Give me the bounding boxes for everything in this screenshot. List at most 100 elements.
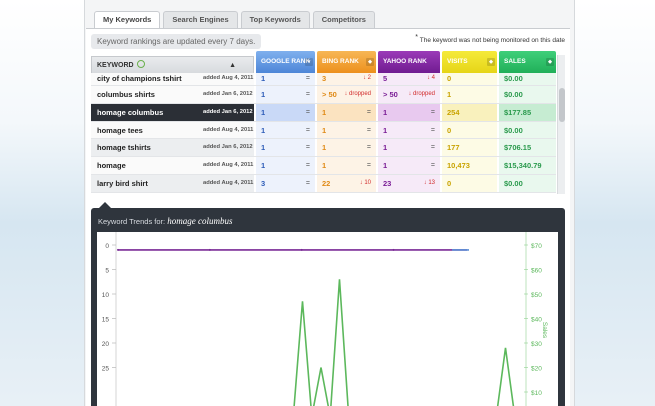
- refresh-icon: [136, 60, 145, 68]
- bing-rank-value: 1: [322, 125, 327, 135]
- bing-rank-value: 1: [322, 161, 327, 171]
- tab-top-keywords[interactable]: Top Keywords: [240, 11, 310, 28]
- table-row[interactable]: city of champions tshirt added Aug 4, 201…: [91, 73, 556, 86]
- keyword-cell: homage tshirts added Jan 6, 2012: [91, 139, 254, 157]
- tab-search-engines[interactable]: Search Engines: [163, 11, 238, 28]
- google-rank-cell: 3 =: [256, 174, 315, 192]
- yahoo-rank-cell: 1 =: [378, 139, 440, 157]
- bing-rank-change: =: [366, 162, 371, 170]
- table-header: KEYWORD ▲ GOOGLE RANK ▾ BING RANK ◆ YAHOO …: [91, 51, 565, 75]
- keyword-cell: columbus shirts added Jan 6, 2012: [91, 86, 254, 103]
- keyword-cell: homage added Aug 4, 2011: [91, 157, 254, 174]
- bing-rank-change: ↓ 2: [362, 75, 371, 81]
- trend-chart: 0 5 10 15 20 25 $70 $60 $50 $40 $30 $20 $10 Sales: [97, 232, 558, 406]
- added-date: added Aug 4, 2011: [203, 75, 254, 81]
- visits-header[interactable]: VISITS ◆: [442, 51, 497, 74]
- table-row[interactable]: homage added Aug 4, 2011 1 = 1 = 1 = 10,473 …: [91, 157, 556, 175]
- yahoo-rank-value: > 50: [383, 90, 398, 99]
- rank-point: [392, 248, 395, 251]
- google-rank-value: 1: [261, 161, 266, 171]
- yahoo-rank-value: 5: [383, 74, 388, 83]
- rank-tick-label: 10: [102, 292, 110, 299]
- yahoo-rank-change: =: [430, 162, 435, 170]
- yahoo-rank-value: 1: [383, 161, 388, 171]
- keyword-cell: homage tees added Aug 4, 2011: [91, 121, 254, 139]
- yahoo-rank-cell: 5 ↓ 4: [378, 73, 440, 85]
- visits-cell: 1: [442, 86, 497, 103]
- tab-my-keywords[interactable]: My Keywords: [94, 11, 161, 30]
- bing-rank-value: 1: [322, 107, 327, 117]
- footnote-text: The keyword was not being monitored on t…: [419, 37, 565, 45]
- bing-rank-cell: 1 =: [317, 157, 376, 174]
- scrollbar-thumb[interactable]: [559, 88, 565, 122]
- tab-bar: My Keywords Search Engines Top Keywords …: [94, 11, 375, 30]
- bing-rank-header[interactable]: BING RANK ◆: [317, 51, 376, 74]
- sales-tick-label: $30: [531, 341, 542, 348]
- yahoo-rank-cell: 1 =: [378, 157, 440, 174]
- yahoo-rank-change: =: [430, 144, 435, 152]
- tab-competitors[interactable]: Competitors: [312, 11, 375, 28]
- google-rank-value: 3: [261, 178, 266, 188]
- yahoo-rank-change: ↓ 13: [423, 179, 435, 186]
- bing-rank-value: 22: [322, 178, 331, 188]
- google-rank-value: 1: [261, 107, 266, 117]
- added-date: added Aug 4, 2011: [203, 126, 254, 133]
- chart-panel-pointer: [99, 202, 111, 208]
- added-date: added Jan 6, 2012: [203, 91, 253, 97]
- yahoo-rank-change: ↓ 4: [426, 75, 435, 81]
- yahoo-rank-change: =: [430, 126, 435, 134]
- table-row-selected[interactable]: homage columbus added Jan 6, 2012 1 = 1 = 1…: [91, 103, 556, 122]
- rank-tick-label: 0: [105, 243, 109, 250]
- visits-cell: 254: [442, 103, 497, 121]
- added-date: added Jan 6, 2012: [203, 144, 253, 151]
- google-rank-value: 1: [261, 74, 266, 83]
- google-rank-cell: 1 =: [256, 73, 315, 85]
- sort-toggle-icon[interactable]: ◆: [487, 58, 495, 66]
- table-row[interactable]: larry bird shirt added Aug 4, 2011 3 = 22 ↓…: [91, 174, 556, 193]
- google-rank-change: =: [305, 179, 310, 187]
- sales-header[interactable]: SALES ◆: [499, 51, 556, 74]
- sort-ascending-icon[interactable]: ▲: [229, 62, 236, 69]
- yahoo-rank-value: 1: [383, 143, 388, 153]
- sort-toggle-icon[interactable]: ◆: [366, 58, 374, 66]
- google-rank-header[interactable]: GOOGLE RANK ▾: [256, 51, 315, 74]
- yahoo-rank-cell: 1 =: [378, 121, 440, 139]
- table-scrollbar[interactable]: [557, 55, 565, 194]
- bing-rank-header-label: BING RANK: [322, 58, 359, 65]
- visits-cell: 0: [442, 174, 497, 192]
- sales-header-label: SALES: [504, 58, 526, 65]
- table-row[interactable]: homage tees added Aug 4, 2011 1 = 1 = 1 = 0 …: [91, 121, 556, 140]
- keyword-cell: homage columbus added Jan 6, 2012: [91, 103, 254, 121]
- rank-point: [117, 248, 119, 251]
- sales-cell: $0.00: [499, 86, 556, 103]
- yahoo-rank-header[interactable]: YAHOO RANK: [378, 51, 440, 74]
- footnote-mark: *: [415, 34, 419, 41]
- table-row[interactable]: columbus shirts added Jan 6, 2012 1 = > 50…: [91, 86, 556, 104]
- visits-cell: 177: [442, 139, 497, 157]
- visits-cell: 0: [442, 121, 497, 139]
- yahoo-rank-value: 23: [383, 178, 392, 188]
- rank-tick-label: 20: [102, 341, 110, 348]
- update-notice: Keyword rankings are updated every 7 day…: [91, 34, 262, 49]
- bing-rank-change: =: [366, 144, 371, 152]
- sales-tick-label: $70: [531, 243, 542, 250]
- rank-tick-label: 5: [105, 268, 109, 275]
- keyword-text: homage tshirts: [97, 143, 151, 153]
- bing-rank-value: 1: [322, 143, 327, 153]
- keyword-text: city of champions tshirt: [97, 74, 182, 83]
- keyword-text: homage columbus: [97, 107, 164, 117]
- added-date: added Jan 6, 2012: [203, 108, 253, 115]
- visits-cell: 0: [442, 73, 497, 85]
- bing-rank-cell: > 50 ↓ dropped: [317, 86, 376, 103]
- added-date: added Aug 4, 2011: [203, 179, 254, 186]
- rank-point: [300, 248, 303, 251]
- table-row[interactable]: homage tshirts added Jan 6, 2012 1 = 1 = 1 =…: [91, 139, 556, 158]
- bing-rank-cell: 3 ↓ 2: [317, 73, 376, 85]
- sales-tick-label: $50: [531, 292, 542, 299]
- sort-toggle-icon[interactable]: ◆: [546, 58, 554, 66]
- keyword-cell: city of champions tshirt added Aug 4, 201…: [91, 73, 254, 85]
- sort-toggle-icon[interactable]: ▾: [305, 58, 313, 66]
- rank-point: [208, 248, 211, 251]
- sales-cell: $15,340.79: [499, 157, 556, 174]
- chart-panel-title: Keyword Trends for: homage columbus: [98, 216, 232, 226]
